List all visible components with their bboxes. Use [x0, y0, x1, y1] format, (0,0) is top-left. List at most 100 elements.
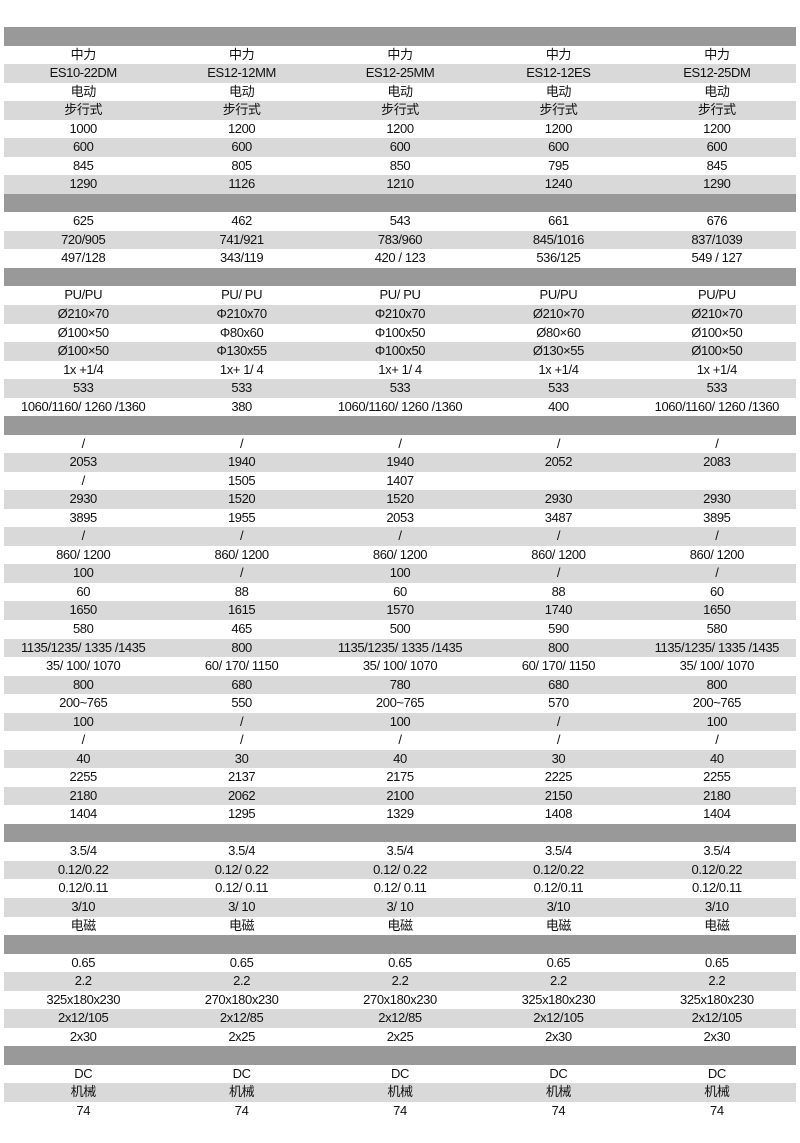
- table-cell: 543: [389, 213, 411, 229]
- table-cell: 2180: [69, 787, 98, 803]
- table-cell: 533: [706, 380, 728, 396]
- table-cell: 380: [231, 398, 252, 414]
- table-cell: 100: [706, 713, 728, 729]
- table-row: PU/PU PU/ PU PU/ PU PU/PU PU/PU: [4, 286, 796, 305]
- table-row: 0.65 0.65 0.65 0.65 0.65: [4, 953, 796, 973]
- table-cell: 533: [72, 380, 94, 396]
- table-cell: 845: [72, 157, 94, 173]
- table-cell: Ø100×50: [691, 343, 743, 359]
- table-cell: 1740: [544, 602, 573, 618]
- table-cell: 462: [231, 213, 252, 229]
- table-cell: 1210: [386, 176, 414, 192]
- table-cell: 0.12/0.22: [691, 861, 743, 877]
- table-cell: 805: [231, 157, 252, 173]
- table-cell: 2137: [227, 769, 256, 785]
- table-cell: 1200: [386, 120, 414, 136]
- table-row: 600 600 600 600 600: [4, 138, 796, 157]
- table-cell: 533: [389, 380, 411, 396]
- table-cell: 2083: [703, 454, 731, 470]
- table-cell: PU/PU: [697, 287, 736, 303]
- table-cell: 600: [231, 139, 252, 155]
- table-cell: 1505: [227, 472, 256, 488]
- table-row: 0.12/0.11 0.12/ 0.11 0.12/ 0.11 0.12/0.11 0.…: [4, 879, 796, 898]
- table-row: 497/128 343/119 420 / 123 536/125 549 / 127: [4, 249, 796, 268]
- table-row: 2053 1940 1940 2052 2083: [4, 453, 796, 472]
- table-cell: 电动: [229, 83, 255, 99]
- table-cell: 100: [72, 713, 94, 729]
- table-cell: 1060/1160/ 1260 /1360: [21, 398, 146, 414]
- table-cell: Ø100×50: [691, 324, 743, 340]
- table-row: 60 88 60 88 60: [4, 582, 796, 602]
- table-cell: 1200: [544, 120, 573, 136]
- section-header-row: [4, 416, 796, 435]
- table-cell: Φ100x50: [374, 324, 426, 340]
- table-cell: 电磁: [229, 917, 255, 933]
- table-cell: /: [240, 528, 244, 544]
- table-cell: 795: [548, 157, 569, 173]
- table-cell: /: [240, 565, 244, 581]
- table-cell: PU/ PU: [221, 287, 263, 303]
- table-cell: 1650: [69, 602, 98, 618]
- table-cell: 845/1016: [532, 231, 584, 247]
- table-cell: 3.5/4: [228, 843, 256, 859]
- table-cell: PU/PU: [64, 287, 103, 303]
- table-row: 74 74 74 74 74: [4, 1101, 796, 1121]
- table-cell: 2175: [386, 769, 414, 785]
- spec-table: 中力 中力 中力 中力 中力 ES10-22DM ES12-12MM ES12-25MM ES1…: [4, 27, 796, 1121]
- table-cell: 2x12/85: [378, 1010, 422, 1026]
- table-cell: 60/ 170/ 1150: [521, 658, 596, 674]
- table-cell: 1290: [703, 176, 731, 192]
- table-row: / / / / /: [4, 434, 796, 454]
- table-row: 800 680 780 680 800: [4, 675, 796, 695]
- table-cell: 2x12/105: [58, 1010, 109, 1026]
- table-cell: Ø80×60: [536, 324, 581, 340]
- table-cell: 40: [393, 750, 407, 766]
- section-header-row: [4, 267, 796, 287]
- table-cell: 550: [231, 695, 252, 711]
- table-cell: 3487: [544, 509, 573, 525]
- table-cell: PU/PU: [539, 287, 578, 303]
- table-cell: 3/10: [71, 898, 96, 914]
- table-row: 电动 电动 电动 电动 电动: [4, 82, 796, 102]
- table-row: 中力 中力 中力 中力 中力: [4, 45, 796, 65]
- table-row: 2180 2062 2100 2150 2180: [4, 786, 796, 806]
- table-cell: 400: [548, 398, 569, 414]
- table-row: 2x30 2x25 2x25 2x30 2x30: [4, 1027, 796, 1047]
- table-cell: 1615: [227, 602, 256, 618]
- table-cell: 1240: [544, 176, 573, 192]
- table-cell: 0.65: [704, 954, 729, 970]
- table-cell: 0.12/0.22: [533, 861, 584, 877]
- table-cell: /: [81, 472, 86, 488]
- table-cell: 1000: [69, 120, 98, 136]
- table-cell: 3/10: [704, 898, 729, 914]
- table-cell: 325x180x230: [521, 991, 596, 1007]
- table-cell: 533: [231, 380, 252, 396]
- table-row: 0.12/0.22 0.12/ 0.22 0.12/ 0.22 0.12/0.22 0.…: [4, 860, 796, 880]
- table-cell: 1x+ 1/ 4: [219, 361, 264, 377]
- table-row: 200~765 550 200~765 570 200~765: [4, 694, 796, 713]
- table-cell: 500: [389, 621, 411, 636]
- table-cell: 步行式: [697, 102, 736, 118]
- table-cell: 0.12/ 0.22: [373, 861, 427, 877]
- table-row: Ø100×50 Φ80x60 Φ100x50 Ø80×60 Ø100×50: [4, 323, 796, 343]
- table-cell: ES12-25MM: [365, 65, 435, 81]
- table-cell: 步行式: [64, 102, 103, 118]
- table-cell: 1x +1/4: [538, 361, 579, 377]
- table-cell: /: [556, 732, 561, 748]
- table-row: 2255 2137 2175 2225 2255: [4, 768, 796, 787]
- table-cell: 60/ 170/ 1150: [204, 658, 279, 674]
- table-row: 3.5/4 3.5/4 3.5/4 3.5/4 3.5/4: [4, 842, 796, 861]
- table-cell: 1329: [386, 806, 414, 822]
- table-row: 40 30 40 30 40: [4, 749, 796, 769]
- table-cell: 3.5/4: [544, 843, 572, 859]
- table-row: 3895 1955 2053 3487 3895: [4, 508, 796, 528]
- table-cell: /: [398, 435, 402, 451]
- table-cell: 845: [706, 157, 728, 173]
- table-cell: 325x180x230: [679, 991, 754, 1007]
- table-cell: 497/128: [61, 250, 106, 266]
- table-cell: 74: [393, 1102, 407, 1118]
- table-cell: 60: [709, 583, 724, 599]
- table-cell: DC: [391, 1065, 409, 1081]
- table-cell: 35/ 100/ 1070: [46, 658, 121, 674]
- table-cell: 电磁: [70, 917, 97, 933]
